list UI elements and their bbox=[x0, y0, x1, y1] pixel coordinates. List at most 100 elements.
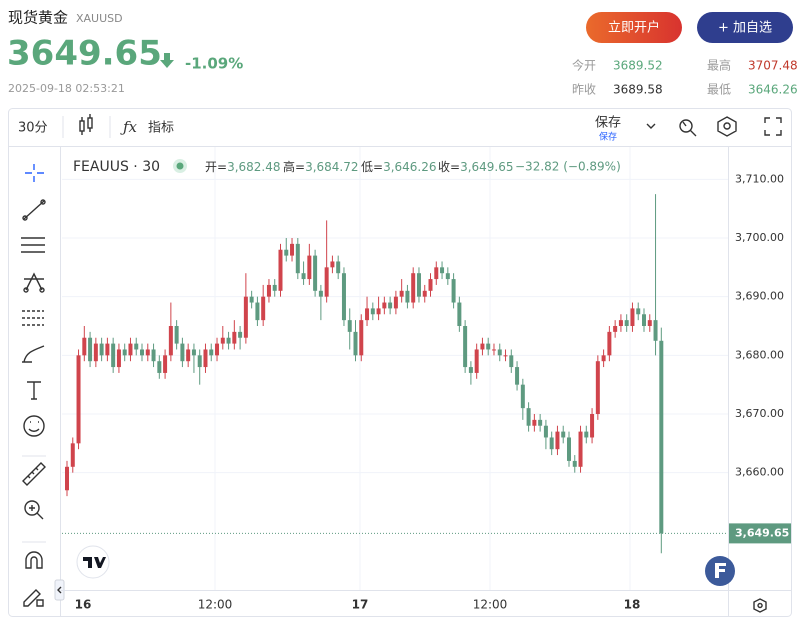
candle-body bbox=[290, 243, 295, 256]
candle-body bbox=[65, 466, 69, 491]
interval[interactable]: 30分 bbox=[18, 121, 48, 136]
candle-body bbox=[630, 308, 635, 326]
legend-value: 3,682.48 bbox=[227, 160, 280, 174]
candle-body bbox=[278, 249, 283, 291]
fx-icon[interactable]: ƒx bbox=[120, 118, 138, 136]
legend-label: 开= bbox=[205, 160, 227, 174]
candle-body bbox=[457, 302, 462, 326]
y-tick-label: 3,670.00 bbox=[735, 407, 784, 420]
candle-body bbox=[359, 320, 364, 356]
change: -1.09% bbox=[185, 55, 243, 73]
x-tick-label: 16 bbox=[75, 598, 92, 612]
chevron[interactable] bbox=[646, 123, 656, 129]
candle-body bbox=[353, 331, 358, 356]
candle-body bbox=[474, 349, 479, 373]
fullscreen-icon[interactable] bbox=[764, 117, 782, 136]
candle-body bbox=[451, 279, 456, 303]
candle-body bbox=[88, 337, 93, 362]
tv-logo[interactable] bbox=[76, 545, 110, 579]
candle-body bbox=[393, 296, 398, 309]
candle-body bbox=[140, 349, 145, 356]
candle-body bbox=[411, 273, 416, 303]
x-tick-label: 17 bbox=[352, 598, 369, 612]
legend-value: 3,649.65 bbox=[460, 160, 513, 174]
candle-body bbox=[566, 437, 571, 461]
price: 3649.65 bbox=[7, 34, 162, 74]
alert-icon[interactable] bbox=[679, 119, 697, 137]
candle-body bbox=[180, 343, 185, 362]
candle-body bbox=[618, 320, 623, 326]
candle-body bbox=[266, 284, 271, 297]
stat-value: 3689.52 bbox=[613, 59, 663, 73]
indicators[interactable]: 指标 bbox=[148, 121, 174, 136]
datetime: 2025-09-18 02:53:21 bbox=[8, 82, 125, 95]
drawing-tools[interactable] bbox=[21, 164, 46, 607]
candle-body bbox=[526, 408, 531, 426]
candle-type-icon[interactable] bbox=[79, 114, 93, 135]
candle-body bbox=[659, 340, 664, 534]
candle-body bbox=[636, 308, 641, 315]
legend-change: −32.82 (−0.89%) bbox=[515, 160, 621, 174]
button-label[interactable]: + 加自选 bbox=[718, 21, 772, 36]
legend-value: 3,684.72 bbox=[305, 160, 358, 174]
candle-body bbox=[151, 349, 156, 362]
candle-body bbox=[134, 343, 139, 350]
down-arrow bbox=[160, 53, 174, 68]
candle-body bbox=[370, 308, 375, 315]
candle-body bbox=[324, 267, 329, 297]
candle-body bbox=[509, 355, 514, 368]
watchlist-button[interactable] bbox=[697, 12, 793, 43]
candle-body bbox=[313, 255, 318, 291]
candle-body bbox=[388, 302, 393, 309]
legend-value: 3,646.26 bbox=[383, 160, 436, 174]
candle-body bbox=[515, 367, 520, 385]
y-tick-label: 3,690.00 bbox=[735, 290, 784, 303]
candle-body bbox=[399, 290, 404, 297]
candle-body bbox=[434, 267, 439, 280]
last-price-label: 3,649.65 bbox=[735, 526, 789, 539]
stat-label: 最低 bbox=[707, 83, 731, 97]
candle-body bbox=[422, 290, 427, 297]
open-account-button[interactable] bbox=[586, 12, 682, 43]
candle-body bbox=[76, 355, 81, 444]
candle-body bbox=[203, 349, 208, 368]
candle-body bbox=[532, 419, 537, 426]
candle-body bbox=[428, 279, 433, 291]
y-tick-label: 3,700.00 bbox=[735, 231, 784, 244]
candle-body bbox=[480, 343, 485, 350]
candle-body bbox=[307, 255, 312, 280]
candle-body bbox=[336, 261, 341, 274]
candle-body bbox=[445, 273, 450, 280]
candle-body bbox=[249, 296, 254, 303]
candle-body bbox=[561, 431, 566, 438]
f-logo-mark bbox=[715, 563, 726, 578]
stat-label: 最高 bbox=[707, 58, 731, 73]
candle-body bbox=[538, 419, 543, 426]
candle-body bbox=[157, 361, 162, 373]
settings-icon[interactable] bbox=[717, 116, 737, 137]
save[interactable]: 保存 bbox=[595, 116, 621, 131]
candle-body bbox=[284, 249, 289, 256]
candle-body bbox=[543, 425, 548, 438]
candle-body bbox=[468, 367, 473, 373]
button-label[interactable]: 立即开户 bbox=[608, 20, 660, 36]
candle-body bbox=[174, 326, 179, 344]
stat-value: 3646.26 bbox=[748, 83, 798, 97]
candle-body bbox=[301, 273, 306, 280]
legend-symbol: FEAUUS · 30 bbox=[73, 159, 160, 175]
candle-body bbox=[463, 326, 468, 368]
chart-panel bbox=[8, 108, 792, 617]
candle-body bbox=[376, 308, 381, 315]
last-price-badge bbox=[729, 523, 791, 544]
candle-body bbox=[145, 349, 150, 356]
candle-body bbox=[220, 337, 225, 344]
symbol: XAUUSD bbox=[76, 12, 123, 25]
stat-value: 3689.58 bbox=[613, 83, 663, 97]
axis-settings[interactable] bbox=[753, 598, 767, 613]
legend-label: 收= bbox=[438, 160, 460, 174]
legend-item: 低=3,646.26 bbox=[361, 160, 437, 174]
candle-body bbox=[168, 326, 173, 356]
candle-body bbox=[226, 337, 231, 344]
status-dot bbox=[176, 162, 184, 170]
